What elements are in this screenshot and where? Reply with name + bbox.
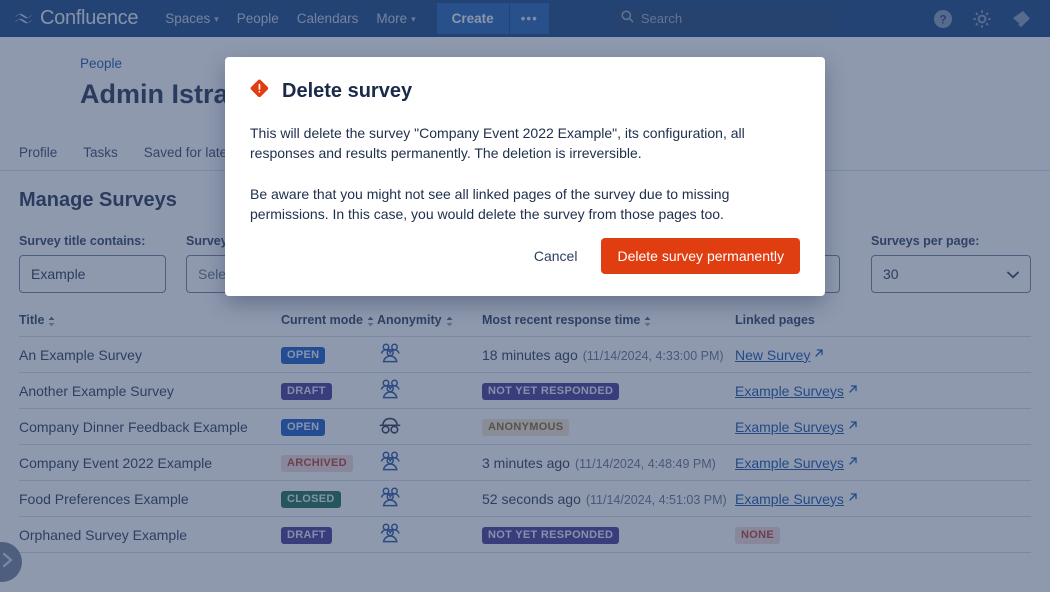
warning-diamond-icon [250,79,269,103]
dialog-actions: Cancel Delete survey permanently [522,238,800,274]
dialog-paragraph-2: Be aware that you might not see all link… [250,186,730,222]
dialog-paragraph-1: This will delete the survey "Company Eve… [250,125,745,161]
dialog-title: Delete survey [282,79,413,102]
dialog-header: Delete survey [250,79,800,103]
delete-survey-permanently-button[interactable]: Delete survey permanently [601,238,800,274]
delete-survey-dialog: Delete survey This will delete the surve… [225,57,825,296]
cancel-button[interactable]: Cancel [522,240,590,272]
